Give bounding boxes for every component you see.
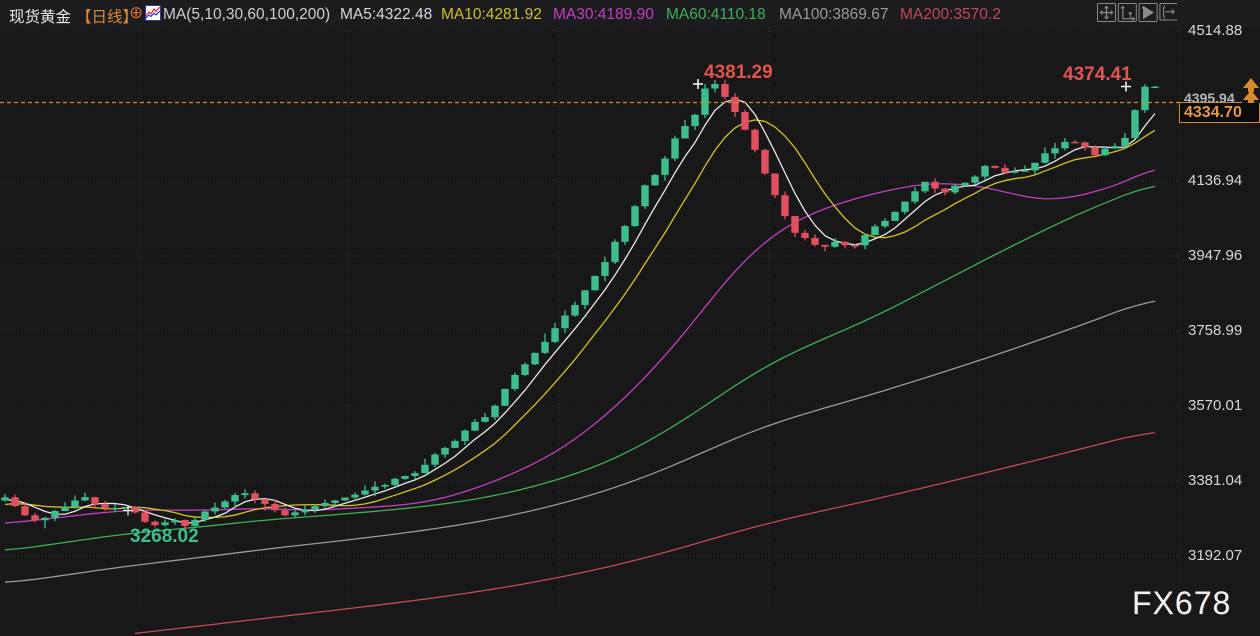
svg-text:4374.41: 4374.41 bbox=[1063, 64, 1132, 85]
svg-text:3268.02: 3268.02 bbox=[130, 526, 199, 547]
svg-text:4381.29: 4381.29 bbox=[704, 62, 773, 83]
